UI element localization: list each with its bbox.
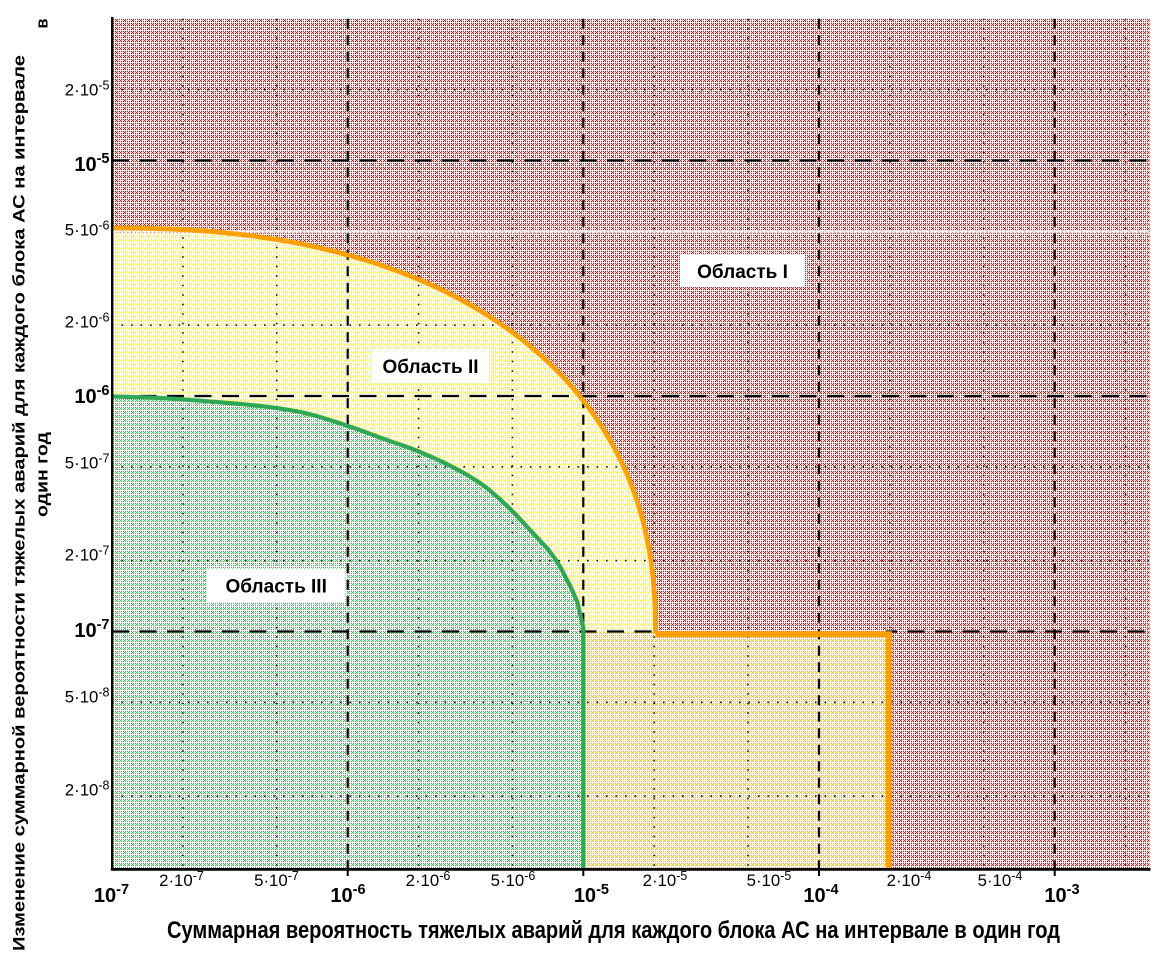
svg-text:2·10-7: 2·10-7 (159, 869, 204, 890)
svg-text:5·10-7: 5·10-7 (65, 452, 110, 473)
svg-text:Суммарная вероятность тяжелых: Суммарная вероятность тяжелых аварий для… (167, 917, 1060, 944)
svg-text:Область III: Область III (226, 577, 327, 598)
svg-text:5·10-5: 5·10-5 (747, 869, 792, 890)
svg-text:2·10-5: 2·10-5 (643, 869, 688, 890)
svg-text:Изменение суммарной вероятност: Изменение суммарной вероятности тяжелых … (11, 55, 29, 951)
svg-text:Область II: Область II (382, 357, 478, 378)
svg-text:5·10-7: 5·10-7 (254, 869, 299, 890)
svg-text:2·10-7: 2·10-7 (65, 544, 110, 565)
svg-text:5·10-4: 5·10-4 (978, 869, 1023, 890)
svg-text:5·10-6: 5·10-6 (491, 869, 536, 890)
svg-text:5·10-6: 5·10-6 (65, 219, 110, 240)
svg-text:10-7: 10-7 (74, 617, 109, 642)
svg-text:Область I: Область I (697, 262, 788, 283)
svg-text:2·10-4: 2·10-4 (887, 869, 932, 890)
svg-text:в: в (34, 18, 52, 28)
svg-text:один год: один год (34, 432, 52, 517)
svg-text:2·10-8: 2·10-8 (65, 779, 110, 800)
svg-text:2·10-5: 2·10-5 (65, 79, 110, 100)
svg-text:2·10-6: 2·10-6 (406, 869, 451, 890)
svg-text:5·10-8: 5·10-8 (65, 686, 110, 707)
svg-text:2·10-6: 2·10-6 (65, 311, 110, 332)
